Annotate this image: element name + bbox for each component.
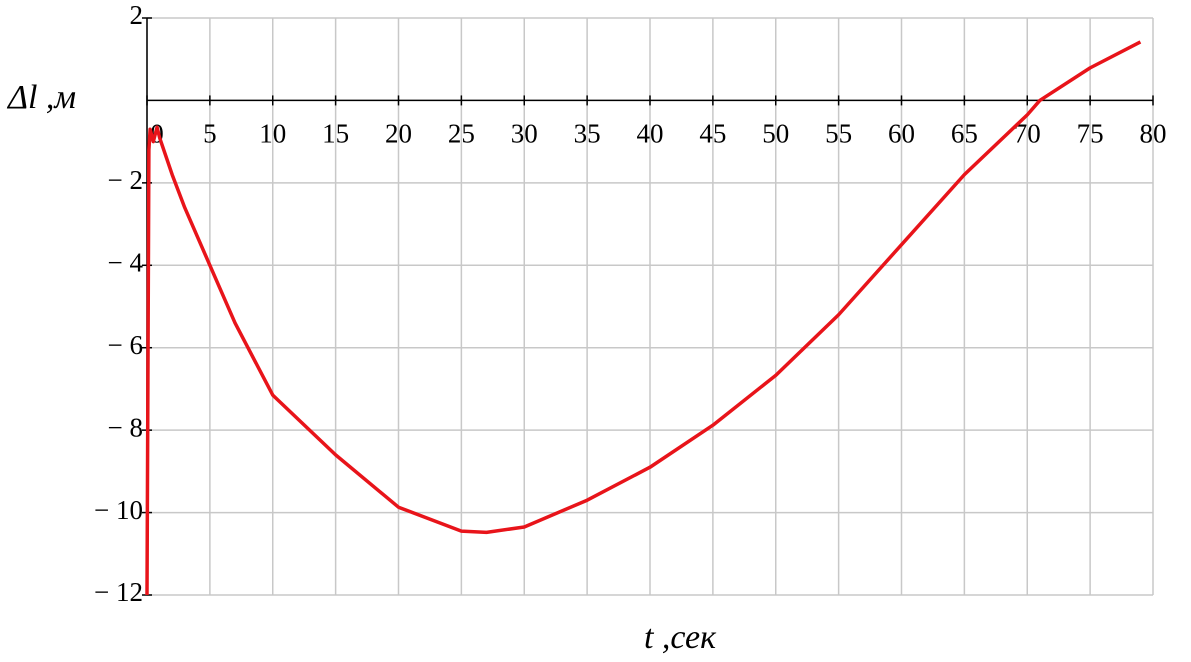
x-tick-label: 15 xyxy=(322,119,349,149)
x-tick-label: 45 xyxy=(699,119,726,149)
y-tick-label: − 2 xyxy=(108,165,143,195)
x-tick-label: 50 xyxy=(762,119,789,149)
x-tick-label: 65 xyxy=(951,119,978,149)
y-tick-label: − 4 xyxy=(108,247,144,277)
x-axis-label: t ,сек xyxy=(644,619,717,656)
line xyxy=(145,40,1142,596)
y-tick-label: − 10 xyxy=(94,495,143,525)
x-tick-label: 20 xyxy=(385,119,412,149)
x-tick-label: 80 xyxy=(1140,119,1167,149)
y-tick-label: − 6 xyxy=(108,330,143,360)
y-tick-label: 2 xyxy=(130,0,144,30)
x-tick-label: 10 xyxy=(259,119,286,149)
x-tick-label: 25 xyxy=(448,119,475,149)
y-tick-label: − 8 xyxy=(108,412,143,442)
x-tick-label: 35 xyxy=(574,119,601,149)
y-axis-label: Δl ,м xyxy=(6,79,76,116)
x-tick-label: 55 xyxy=(825,119,852,149)
x-tick-label: 30 xyxy=(511,119,538,149)
x-tick-label: 75 xyxy=(1077,119,1104,149)
x-tick-label: 60 xyxy=(888,119,915,149)
x-tick-label: 40 xyxy=(637,119,664,149)
y-tick-label: − 12 xyxy=(94,577,143,607)
x-tick-label: 5 xyxy=(203,119,217,149)
